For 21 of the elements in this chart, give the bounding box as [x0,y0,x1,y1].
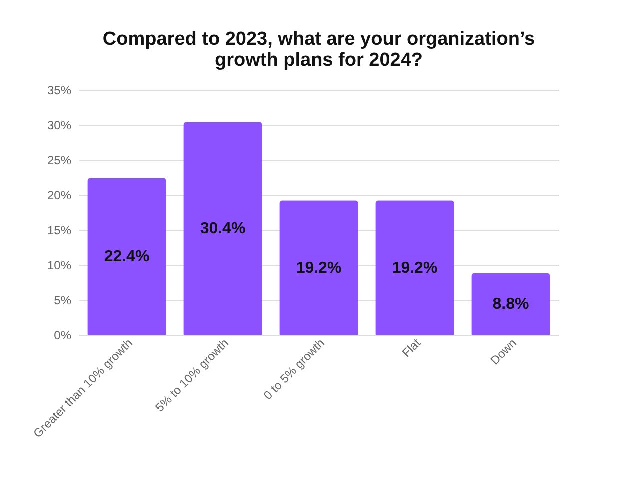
bar [88,178,166,335]
data-label: 19.2% [392,260,438,277]
bar [472,273,550,335]
y-tick-label: 30% [47,118,72,132]
x-tick-label: Flat [399,336,424,360]
y-tick-label: 10% [47,258,72,272]
bar [184,122,262,335]
y-tick-label: 5% [54,294,72,308]
data-label: 22.4% [104,248,150,266]
y-tick-label: 0% [54,328,72,342]
y-tick-label: 35% [47,84,72,98]
text: growth plans for 2024? [215,50,423,71]
data-label: 30.4% [200,220,246,238]
y-tick-label: 15% [47,224,72,238]
bar [280,200,358,335]
y-tick-label: 25% [47,154,72,168]
data-label: 8.8% [492,296,530,314]
text: Compared to 2023, what are your organization’s [102,29,536,50]
bar [376,200,454,335]
y-tick-label: 20% [47,188,72,202]
data-label: 19.2% [296,260,342,277]
